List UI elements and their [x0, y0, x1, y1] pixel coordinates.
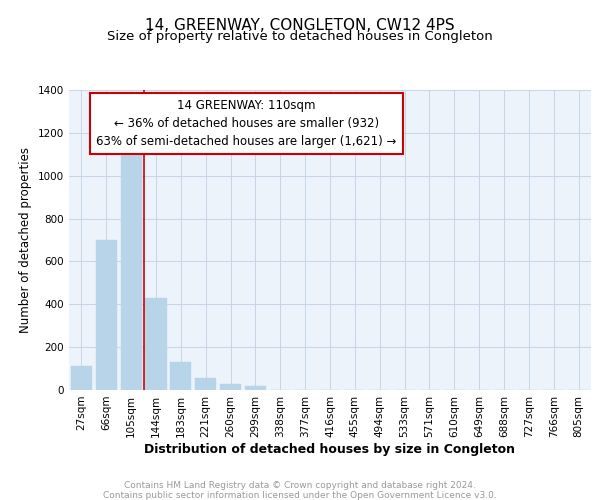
Bar [195, 378, 216, 390]
Y-axis label: Number of detached properties: Number of detached properties [19, 147, 32, 333]
Bar [245, 386, 266, 390]
Bar [170, 362, 191, 390]
Text: 14 GREENWAY: 110sqm
← 36% of detached houses are smaller (932)
63% of semi-detac: 14 GREENWAY: 110sqm ← 36% of detached ho… [96, 99, 397, 148]
Text: Contains public sector information licensed under the Open Government Licence v3: Contains public sector information licen… [103, 491, 497, 500]
Bar [96, 240, 117, 390]
Bar [121, 150, 142, 390]
Bar [145, 298, 167, 390]
Bar [220, 384, 241, 390]
Bar [71, 366, 92, 390]
X-axis label: Distribution of detached houses by size in Congleton: Distribution of detached houses by size … [145, 442, 515, 456]
Text: Contains HM Land Registry data © Crown copyright and database right 2024.: Contains HM Land Registry data © Crown c… [124, 481, 476, 490]
Text: 14, GREENWAY, CONGLETON, CW12 4PS: 14, GREENWAY, CONGLETON, CW12 4PS [145, 18, 455, 32]
Text: Size of property relative to detached houses in Congleton: Size of property relative to detached ho… [107, 30, 493, 43]
